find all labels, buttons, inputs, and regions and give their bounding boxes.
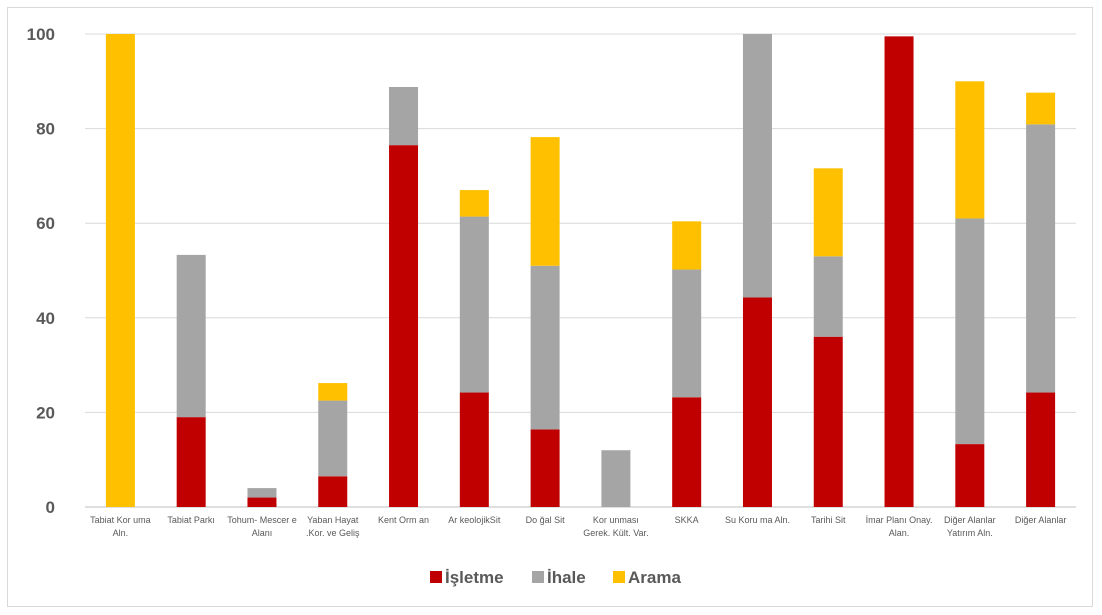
x-tick-label: Do ğal Sit	[526, 515, 566, 525]
bar-segment	[672, 269, 702, 398]
bar-segment	[884, 36, 914, 508]
bar-segment	[1026, 124, 1056, 393]
bar-segment	[530, 429, 560, 507]
bar-segment	[601, 450, 631, 507]
legend-swatch	[532, 571, 544, 583]
bar-segment	[955, 218, 985, 445]
x-tick-label: İmar Planı Onay.	[866, 515, 933, 525]
bar-segment	[813, 256, 843, 337]
x-tick-label: Tohum- Mescer e	[227, 515, 297, 525]
bar-segment	[318, 383, 348, 401]
bar-segment	[1026, 392, 1056, 507]
bar-segment	[459, 392, 489, 507]
bar-segment	[389, 86, 419, 146]
x-axis: Tabiat Kor uma Aln. Tabiat Parkı Tohum- Mes…	[90, 515, 1066, 538]
gridlines	[85, 33, 1076, 508]
x-tick-label: Alan.	[889, 528, 910, 538]
x-tick-label: Kor unması	[593, 515, 639, 525]
x-tick-label: Tabiat Parkı	[167, 515, 215, 525]
y-tick-label: 40	[36, 309, 55, 328]
x-tick-label: Kent Orm an	[378, 515, 429, 525]
bar-segment	[318, 400, 348, 477]
bar-segment	[1026, 92, 1056, 125]
bar-segment	[813, 168, 843, 257]
bar-segment	[176, 417, 206, 507]
bar-segment	[176, 254, 206, 418]
x-tick-label: Diğer Alanlar	[1015, 515, 1067, 525]
bar-segment	[530, 137, 560, 266]
y-axis: 0 20 40 60 80 100	[27, 25, 55, 517]
x-tick-label: Su Koru ma Aln.	[725, 515, 790, 525]
bar-segment	[672, 221, 702, 270]
legend: İşletme İhale Arama	[430, 568, 681, 587]
y-tick-label: 60	[36, 214, 55, 233]
bar-segment	[247, 497, 277, 507]
x-tick-label: Diğer Alanlar	[944, 515, 996, 525]
bar-segment	[459, 190, 489, 217]
bar-segment	[530, 265, 560, 430]
bar-segment	[247, 488, 277, 498]
bar-segment	[389, 145, 419, 507]
y-tick-label: 0	[46, 498, 55, 517]
bar-segment	[318, 476, 348, 507]
legend-label: Arama	[628, 568, 681, 587]
bar-segment	[672, 397, 702, 507]
bar-segment	[459, 216, 489, 393]
legend-label: İşletme	[445, 568, 504, 587]
bar-segment	[955, 444, 985, 507]
x-tick-label: SKKA	[675, 515, 699, 525]
bar-segment	[742, 34, 772, 298]
y-tick-label: 100	[27, 25, 55, 44]
x-tick-label: .Kor. ve Geliş	[306, 528, 360, 538]
legend-swatch	[430, 571, 442, 583]
legend-swatch	[613, 571, 625, 583]
legend-label: İhale	[547, 568, 586, 587]
bar-segment	[105, 34, 135, 507]
x-tick-label: Ar keolojikSit	[448, 515, 501, 525]
x-tick-label: Gerek. Kült. Var.	[583, 528, 648, 538]
x-tick-label: Tabiat Kor uma	[90, 515, 151, 525]
y-tick-label: 20	[36, 403, 55, 422]
bars	[105, 34, 1056, 508]
x-tick-label: Aln.	[113, 528, 129, 538]
x-tick-label: Yatırım Aln.	[947, 528, 993, 538]
bar-segment	[742, 297, 772, 507]
x-tick-label: Yaban Hayat	[307, 515, 359, 525]
x-tick-label: Tarihi Sit	[811, 515, 846, 525]
bar-segment	[955, 81, 985, 219]
y-tick-label: 80	[36, 120, 55, 139]
bar-segment	[813, 336, 843, 507]
x-tick-label: Alanı	[252, 528, 273, 538]
